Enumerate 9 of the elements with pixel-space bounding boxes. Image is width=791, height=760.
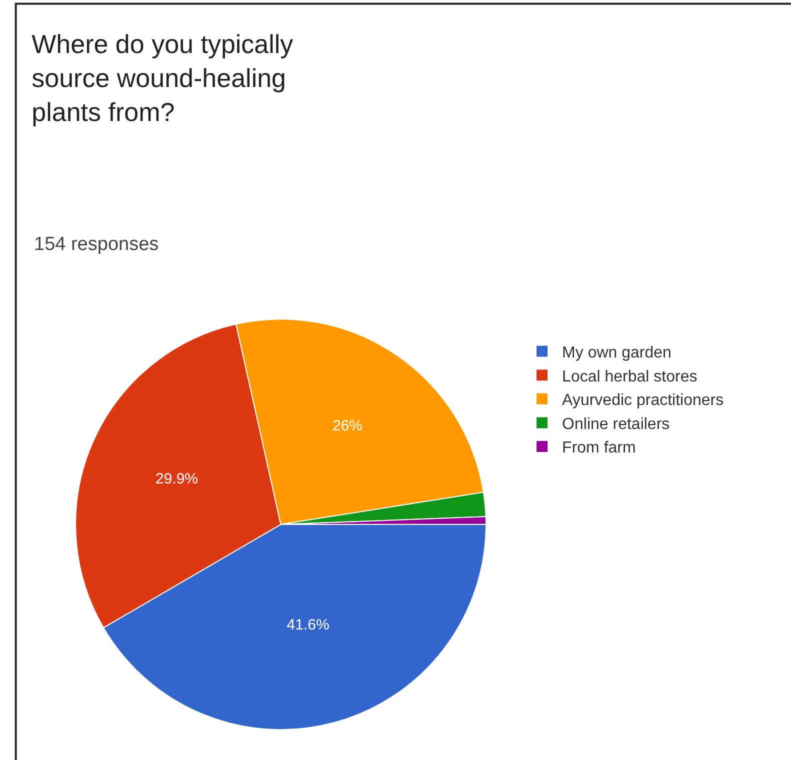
legend-label: Online retailers [562, 416, 670, 433]
data-label: 26% [332, 418, 363, 435]
legend-label: Ayurvedic practitioners [562, 392, 724, 410]
legend-label: My own garden [562, 344, 672, 362]
chart-title: Where do you typically source wound-healing plants from? [32, 29, 294, 127]
legend-label: Local herbal stores [562, 368, 698, 386]
chart-subtitle: 154 responses [34, 234, 159, 255]
data-label: 29.9% [155, 470, 198, 488]
data-label: 41.6% [286, 616, 330, 634]
